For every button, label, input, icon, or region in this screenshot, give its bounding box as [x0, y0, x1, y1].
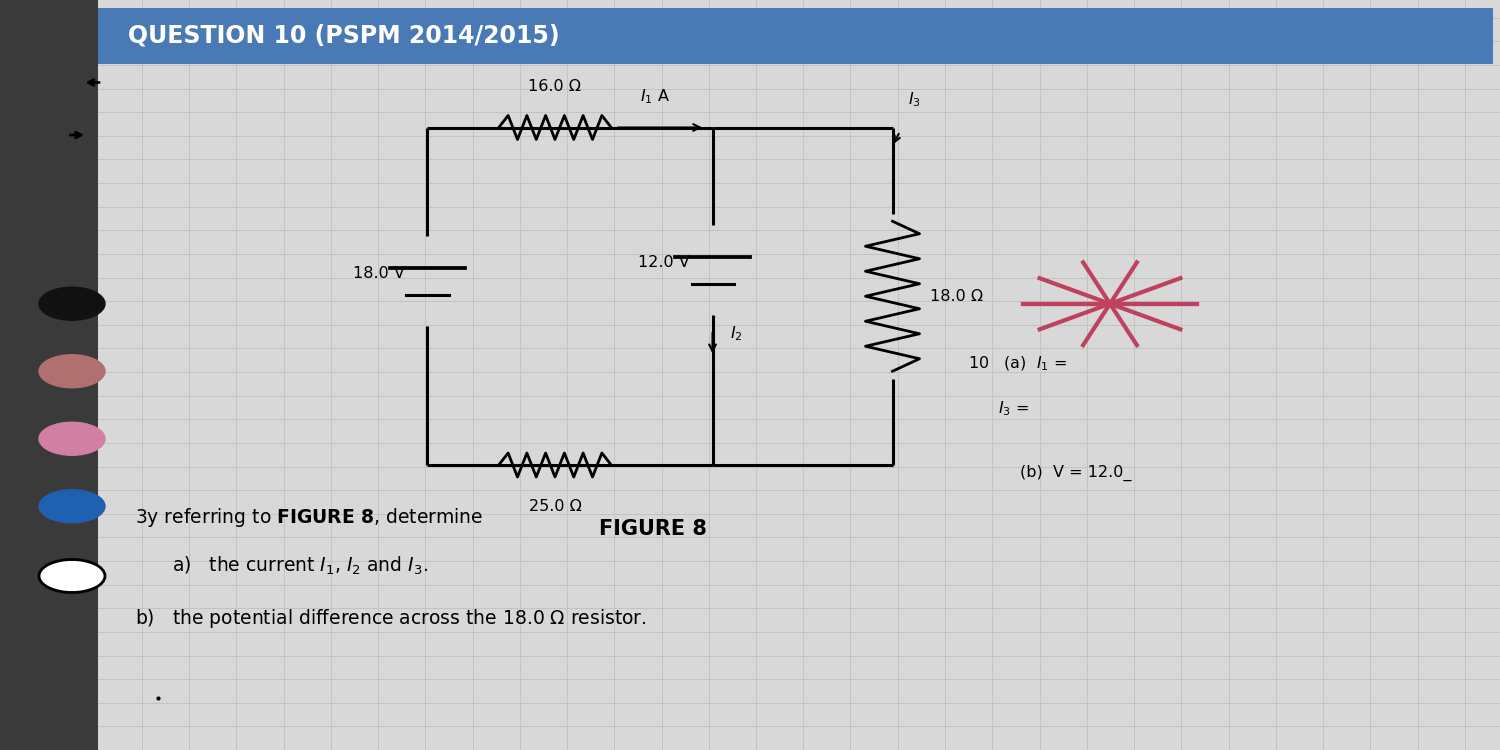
Text: 18.0 Ω: 18.0 Ω: [930, 289, 982, 304]
Text: (b)  V = 12.0_: (b) V = 12.0_: [1020, 464, 1131, 481]
Text: (b)  V = 12.0_ /: (b) V = 12.0_ /: [968, 547, 1100, 563]
Circle shape: [39, 422, 105, 455]
Circle shape: [39, 287, 105, 320]
Text: $I_3$: $I_3$: [908, 90, 921, 109]
Text: $I_1$ A: $I_1$ A: [639, 88, 670, 106]
Text: a)   the current $I_1$, $I_2$ and $I_3$.: a) the current $I_1$, $I_2$ and $I_3$.: [172, 555, 429, 578]
Text: 3y referring to $\mathbf{FIGURE\ 8}$, determine: 3y referring to $\mathbf{FIGURE\ 8}$, de…: [135, 506, 483, 529]
Text: 25.0 Ω: 25.0 Ω: [528, 499, 582, 514]
Text: $I_3$ =: $I_3$ =: [998, 400, 1029, 418]
Text: 16.0 Ω: 16.0 Ω: [528, 79, 582, 94]
Text: b)   the potential difference across the 18.0 $\Omega$ resistor.: b) the potential difference across the 1…: [135, 608, 646, 630]
Text: 18.0 V: 18.0 V: [352, 266, 405, 281]
Circle shape: [39, 355, 105, 388]
FancyBboxPatch shape: [98, 8, 1492, 64]
Text: QUESTION 10 (PSPM 2014/2015): QUESTION 10 (PSPM 2014/2015): [128, 24, 560, 48]
Text: $I_2$: $I_2$: [730, 325, 742, 343]
Circle shape: [39, 490, 105, 523]
Text: 10   (a)  $I_1$ =: 10 (a) $I_1$ =: [968, 355, 1066, 373]
Circle shape: [39, 560, 105, 592]
Text: 12.0 V: 12.0 V: [639, 255, 690, 270]
Text: FIGURE 8: FIGURE 8: [598, 519, 706, 538]
FancyBboxPatch shape: [0, 0, 98, 750]
